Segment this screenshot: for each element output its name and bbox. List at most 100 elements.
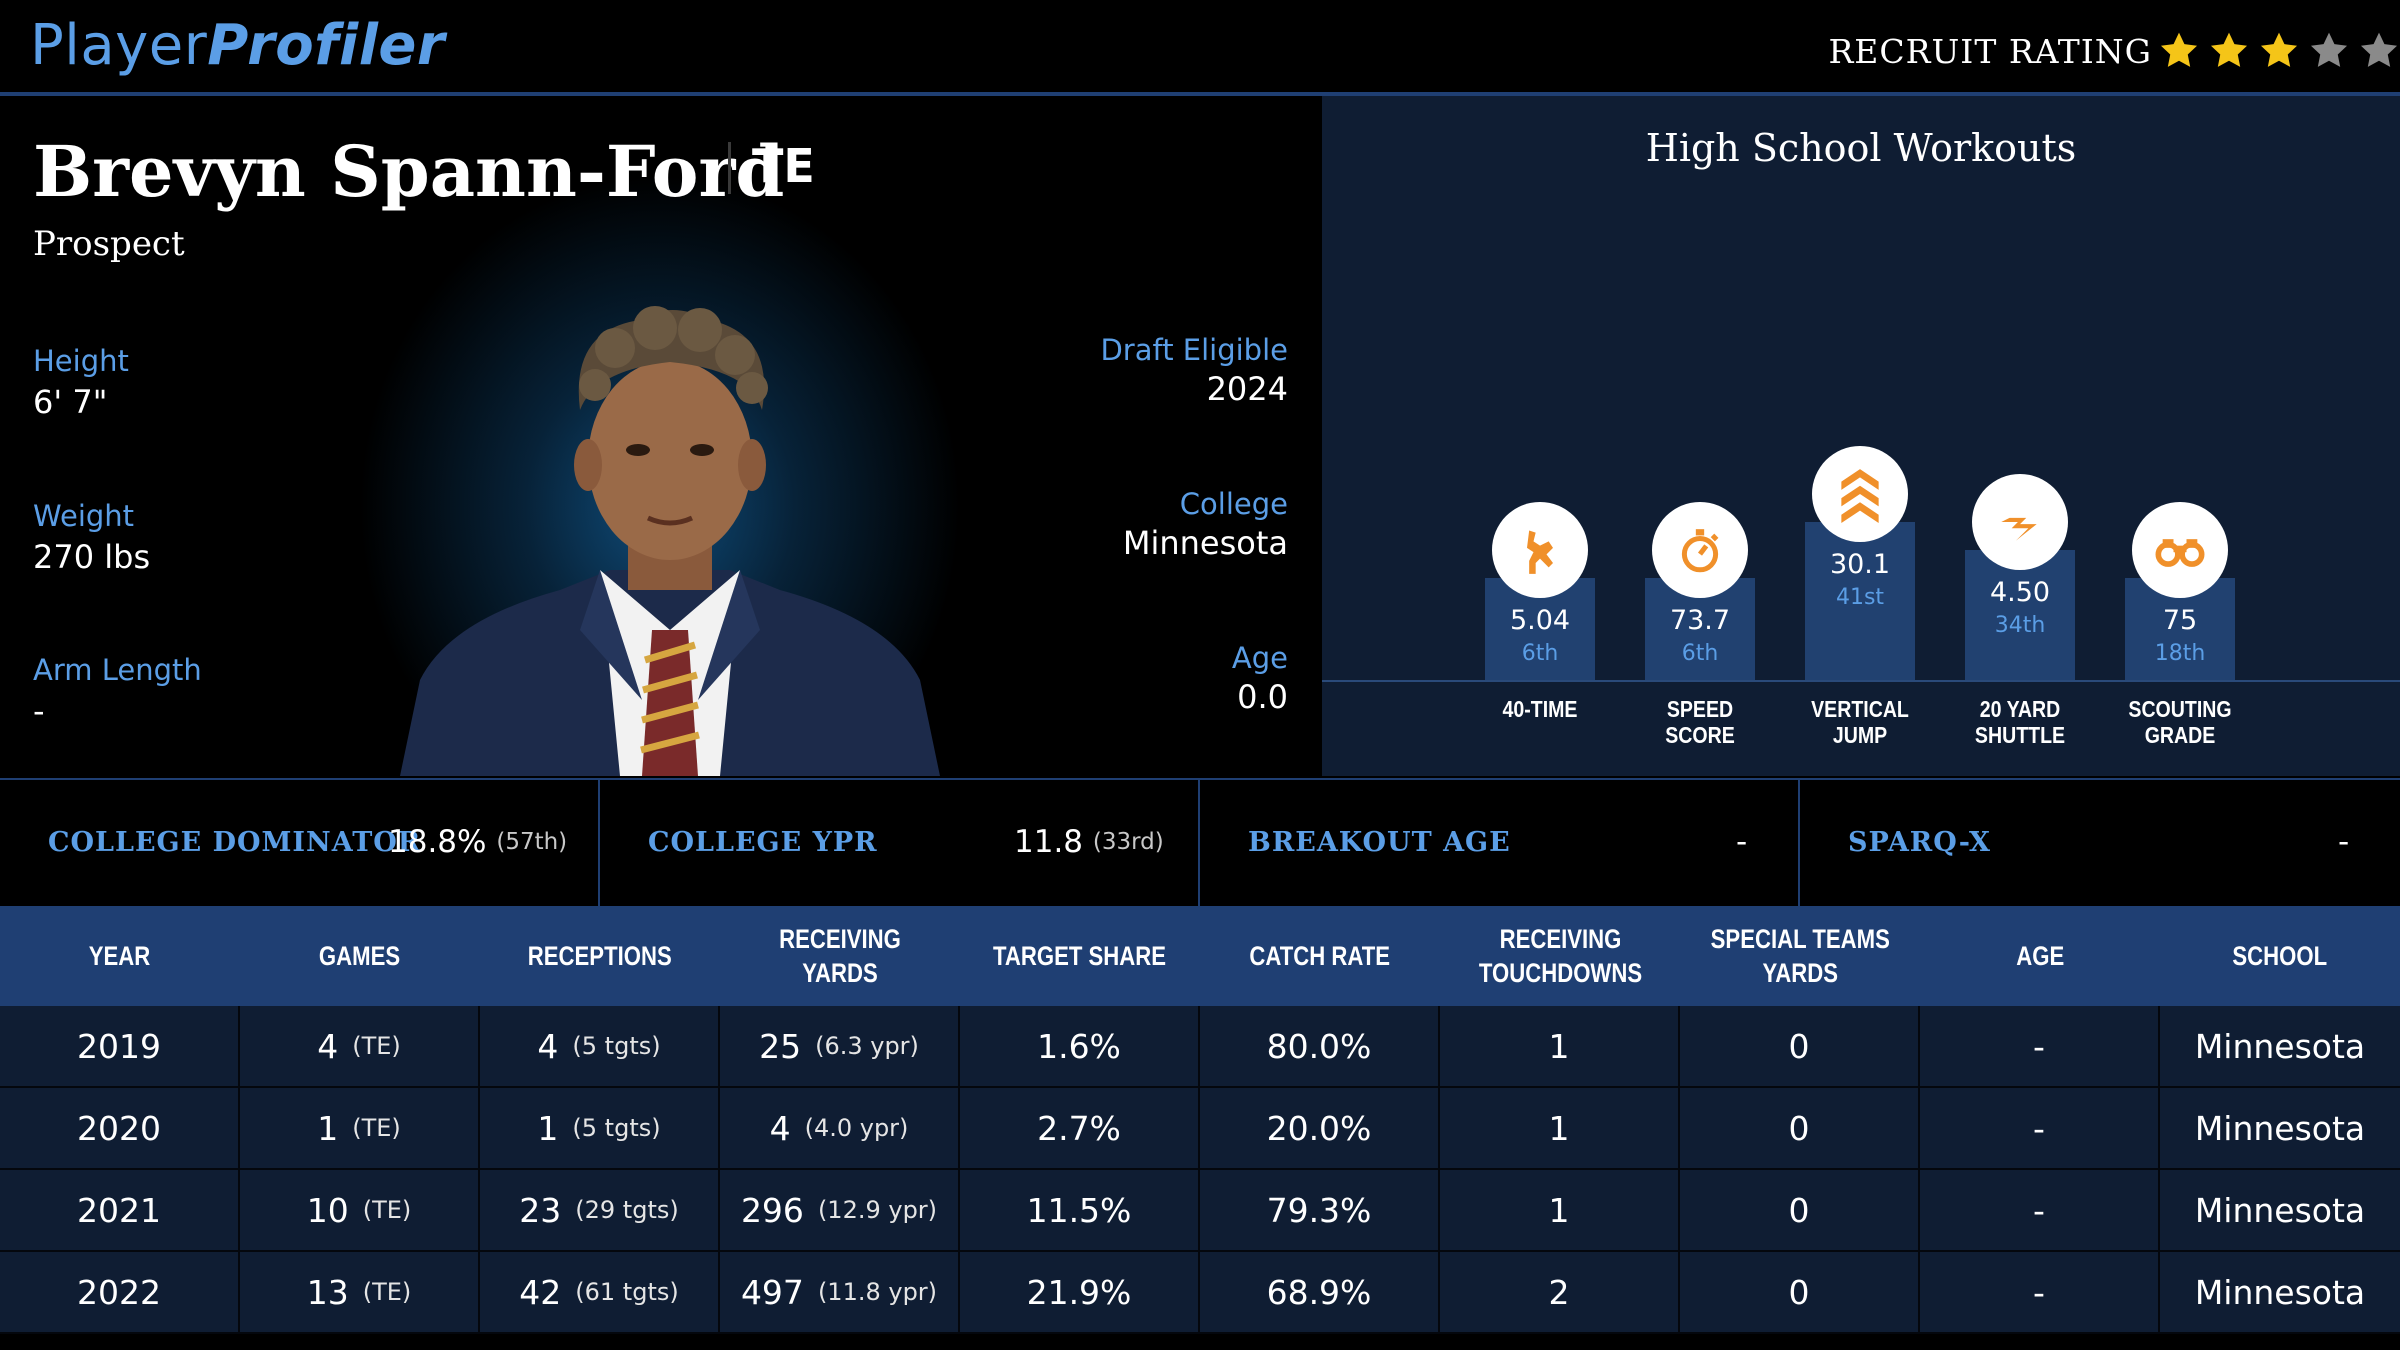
arm-length-value: - (33, 692, 45, 730)
chevrons-up-icon (1812, 446, 1908, 542)
age-value: 0.0 (1237, 678, 1288, 716)
workout-rank: 6th (1521, 641, 1559, 666)
column-header[interactable]: RECEIVING YARDS (779, 924, 901, 988)
table-cell: Minnesota (2194, 1272, 2366, 1312)
table-cell: Minnesota (2194, 1190, 2366, 1230)
table-cell: 10 (TE) (240, 1170, 480, 1250)
table-cell: 2020 (0, 1088, 240, 1168)
workout-value: 75 (2162, 605, 2198, 636)
weight-label: Weight (33, 499, 135, 533)
player-photo (400, 306, 940, 776)
column-header[interactable]: AGE (2016, 941, 2064, 971)
logo-text-player: Player (30, 13, 208, 78)
metric-cell-dominator (0, 778, 600, 906)
column-header[interactable]: SPECIAL TEAMS YARDS (1710, 924, 1890, 988)
table-cell: 79.3% (1200, 1170, 1440, 1250)
column-header[interactable]: SCHOOL (2232, 941, 2328, 971)
binoculars-icon (2132, 502, 2228, 598)
column-header[interactable]: GAMES (319, 941, 401, 971)
bottom-border (0, 1338, 2400, 1350)
workout-label: 20 YARD SHUTTLE (1974, 696, 2066, 748)
table-cell: 1.6% (960, 1006, 1200, 1086)
table-cell: 1 (1440, 1170, 1680, 1250)
column-header[interactable]: RECEIVING TOUCHDOWNS (1478, 924, 1642, 988)
workout-bar (1805, 522, 1915, 680)
workout-value: 4.50 (1989, 577, 2051, 608)
star-filled-icon (2210, 32, 2248, 67)
workout-rank: 41st (1835, 585, 1885, 610)
metric-cell-ypr (600, 778, 1200, 906)
lightning-icon (1972, 474, 2068, 570)
college-label: College (1179, 487, 1288, 521)
table-cell: 80.0% (1200, 1006, 1440, 1086)
player-position: TE (752, 139, 815, 193)
column-header[interactable]: CATCH RATE (1249, 941, 1391, 971)
player-status: Prospect (33, 224, 185, 264)
workout-label: 40-TIME (1502, 696, 1578, 722)
table-cell: 23 (29 tgts) (480, 1170, 720, 1250)
table-cell: 11.5% (960, 1170, 1200, 1250)
star-filled-icon (2160, 32, 2198, 67)
workout-label: VERTICAL JUMP (1811, 696, 1909, 748)
player-name: Brevyn Spann-Ford (33, 130, 785, 213)
star-empty-icon (2360, 32, 2398, 67)
table-cell: 0 (1680, 1006, 1920, 1086)
metric-value-breakout: - (1736, 824, 1748, 860)
workout-label: SCOUTING GRADE (2128, 696, 2232, 748)
table-cell: - (1920, 1252, 2160, 1332)
stats-table-header (0, 906, 2400, 1006)
table-cell: Minnesota (2194, 1026, 2366, 1066)
column-header[interactable]: YEAR (89, 941, 151, 971)
column-header[interactable]: RECEPTIONS (528, 941, 672, 971)
table-cell: 21.9% (960, 1252, 1200, 1332)
star-empty-icon (2310, 32, 2348, 67)
metric-value-sparq: - (2338, 824, 2350, 860)
table-cell: 1 (1440, 1006, 1680, 1086)
name-divider (728, 142, 731, 194)
table-cell: 2.7% (960, 1088, 1200, 1168)
table-cell: 0 (1680, 1252, 1920, 1332)
metric-value-ypr: 11.8 (33rd) (1014, 824, 1164, 860)
table-cell: - (1920, 1006, 2160, 1086)
running-shoe-icon (1492, 502, 1588, 598)
table-cell: 4 (4.0 ypr) (720, 1088, 960, 1168)
metric-value-dominator: 18.8% (57th) (388, 824, 568, 860)
table-cell: 2 (1440, 1252, 1680, 1332)
workout-value: 73.7 (1669, 605, 1731, 636)
arm-length-label: Arm Length (33, 653, 202, 687)
table-cell: 20.0% (1200, 1088, 1440, 1168)
table-cell: 2021 (0, 1170, 240, 1250)
table-cell: 25 (6.3 ypr) (720, 1006, 960, 1086)
column-header[interactable]: TARGET SHARE (993, 941, 1167, 971)
metric-strip (0, 778, 2400, 908)
recruit-rating-label: RECRUIT RATING (1828, 32, 2152, 71)
workouts-baseline (1322, 680, 2400, 682)
table-cell: - (1920, 1088, 2160, 1168)
table-cell: - (1920, 1170, 2160, 1250)
workout-rank: 18th (2154, 641, 2206, 666)
table-row (0, 1170, 2400, 1252)
table-cell: 4 (TE) (240, 1006, 480, 1086)
table-cell: 68.9% (1200, 1252, 1440, 1332)
table-cell: 4 (5 tgts) (480, 1006, 720, 1086)
table-cell: 2022 (0, 1252, 240, 1332)
table-cell: 0 (1680, 1088, 1920, 1168)
table-cell: Minnesota (2194, 1108, 2366, 1148)
table-row (0, 1088, 2400, 1170)
metric-label-ypr: COLLEGE YPR (648, 827, 878, 858)
draft-eligible-label: Draft Eligible (1100, 333, 1288, 367)
stopwatch-icon (1652, 502, 1748, 598)
table-row (0, 1252, 2400, 1334)
top-bar (0, 0, 2400, 96)
workout-rank: 34th (1994, 613, 2046, 638)
draft-eligible-value: 2024 (1206, 370, 1288, 408)
site-logo[interactable]: PlayerProfiler (30, 8, 445, 84)
table-cell: 2019 (0, 1006, 240, 1086)
recruit-rating-stars (2158, 30, 2400, 78)
workouts-title: High School Workouts (1645, 126, 2077, 170)
table-cell: 1 (1440, 1088, 1680, 1168)
age-label: Age (1231, 641, 1288, 675)
table-row (0, 1006, 2400, 1088)
table-cell: 1 (TE) (240, 1088, 480, 1168)
workout-bar (1965, 550, 2075, 680)
